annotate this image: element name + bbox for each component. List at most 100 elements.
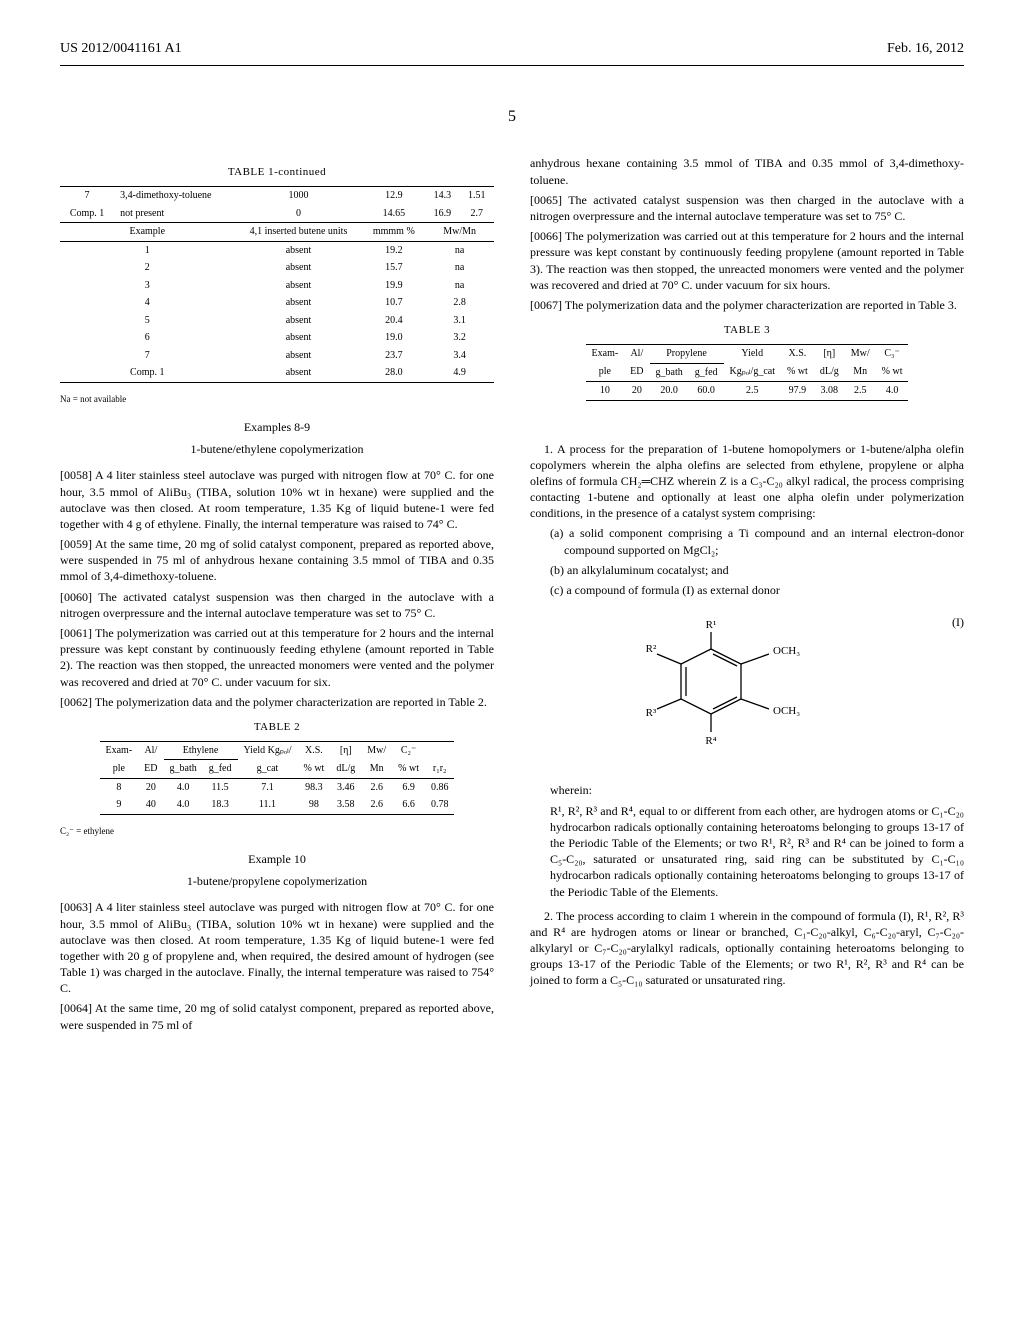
table-row: 8204.011.57.198.33.462.66.90.86	[100, 778, 455, 796]
page-number: 5	[60, 106, 964, 128]
t2-h: ED	[138, 760, 163, 779]
two-column-layout: TABLE 1-continued 7 3,4-dimethoxy-toluen…	[60, 155, 964, 1036]
t1c-cell: 1000	[235, 187, 363, 205]
t2-h: % wt	[298, 760, 331, 779]
para-0058: [0058] A 4 liter stainless steel autocla…	[60, 467, 494, 532]
t1c-cell: 16.9	[425, 205, 459, 223]
table-row: 6absent19.03.2	[60, 329, 494, 347]
table-row: 7absent23.73.4	[60, 347, 494, 365]
t3-h: ple	[586, 363, 625, 382]
t2-h: Mw/	[361, 741, 392, 760]
claim-1: 1. A process for the preparation of 1-bu…	[530, 441, 964, 522]
claim-1b: (b) an alkylaluminum cocatalyst; and	[550, 562, 964, 578]
table-row: 5absent20.43.1	[60, 312, 494, 330]
para-0062: [0062] The polymerization data and the p…	[60, 694, 494, 710]
t3-h: % wt	[781, 363, 814, 382]
t2-h: g_fed	[203, 760, 238, 779]
t2-h: ple	[100, 760, 139, 779]
t3-h: Exam-	[586, 345, 625, 364]
table-2: Exam-Al/EthyleneYield Kgₚₒₗ/X.S.[η]Mw/C₂…	[100, 741, 455, 819]
table-row: 3absent19.9na	[60, 277, 494, 295]
t2-h: [η]	[330, 741, 361, 760]
t2-h: Al/	[138, 741, 163, 760]
table-row: 102020.060.02.597.93.082.54.0	[586, 382, 909, 401]
t1c-cell: Comp. 1	[60, 205, 114, 223]
t2-h: Yield Kgₚₒₗ/	[238, 741, 298, 760]
t1c-cell: 12.9	[362, 187, 425, 205]
t1c-cell: 2.7	[460, 205, 494, 223]
label-r1: R¹	[706, 619, 717, 631]
para-0060: [0060] The activated catalyst suspension…	[60, 589, 494, 621]
para-0064-cont: anhydrous hexane containing 3.5 mmol of …	[530, 155, 964, 187]
table1c-footnote: Na = not available	[60, 393, 494, 405]
left-column: TABLE 1-continued 7 3,4-dimethoxy-toluen…	[60, 155, 494, 1036]
page-header: US 2012/0041161 A1 Feb. 16, 2012	[60, 40, 964, 59]
example-10-heading: Example 10	[60, 851, 494, 867]
table2-footnote: C₂⁻ = ethylene	[60, 825, 494, 837]
t3-h: Mw/	[845, 345, 876, 364]
para-0065: [0065] The activated catalyst suspension…	[530, 192, 964, 224]
chemical-structure-icon: R¹ R² R³ R⁴ OCH₃ OCH₃	[530, 614, 964, 768]
claim-1-wherein: wherein:	[550, 782, 964, 798]
publication-date: Feb. 16, 2012	[887, 40, 964, 59]
t2-h: % wt	[392, 760, 425, 779]
label-r4: R⁴	[705, 735, 716, 747]
table-1-continued: 7 3,4-dimethoxy-toluene 1000 12.9 14.3 1…	[60, 186, 494, 387]
examples-8-9-heading: Examples 8-9	[60, 419, 494, 435]
t3-h: Al/	[624, 345, 649, 364]
t2-h: g_cat	[238, 760, 298, 779]
table-3: Exam-Al/PropyleneYieldX.S.[η]Mw/C₃⁻ pleE…	[586, 344, 909, 405]
t1c-cell: 0	[235, 205, 363, 223]
t3-h: X.S.	[781, 345, 814, 364]
header-rule	[60, 65, 964, 66]
t2-h: g_bath	[164, 760, 203, 779]
t1c-cell: 14.65	[362, 205, 425, 223]
t3-h: Propylene	[650, 345, 724, 364]
t3-h: C₃⁻	[876, 345, 909, 364]
para-0061: [0061] The polymerization was carried ou…	[60, 625, 494, 690]
t3-h: ED	[624, 363, 649, 382]
t2-h: Ethylene	[164, 741, 238, 760]
table-row: 4absent10.72.8	[60, 294, 494, 312]
label-r2: R²	[646, 643, 657, 655]
t2-h	[425, 741, 455, 760]
t1c-cell: 3,4-dimethoxy-toluene	[114, 187, 234, 205]
t3-h: [η]	[814, 345, 845, 364]
para-0066: [0066] The polymerization was carried ou…	[530, 228, 964, 293]
table2-title: TABLE 2	[60, 720, 494, 735]
t2-h: Exam-	[100, 741, 139, 760]
formula-label: (I)	[952, 614, 964, 630]
table1c-title: TABLE 1-continued	[60, 165, 494, 180]
table3-title: TABLE 3	[530, 323, 964, 338]
table-row: Comp. 1absent28.04.9	[60, 364, 494, 382]
para-0059: [0059] At the same time, 20 mg of solid …	[60, 536, 494, 585]
example-10-sub: 1-butene/propylene copolymerization	[60, 873, 494, 889]
t1c-cell: 14.3	[425, 187, 459, 205]
t3-h: Kgₚₒₗ/g_cat	[724, 363, 781, 382]
label-och3-b: OCH₃	[773, 705, 800, 717]
publication-number: US 2012/0041161 A1	[60, 40, 182, 59]
t1c-h: Mw/Mn	[425, 223, 494, 242]
t1c-h: mmmm %	[362, 223, 425, 242]
t2-h: C₂⁻	[392, 741, 425, 760]
t2-h: r₁r₂	[425, 760, 455, 779]
para-0063: [0063] A 4 liter stainless steel autocla…	[60, 899, 494, 996]
t2-h: dL/g	[330, 760, 361, 779]
t2-h: X.S.	[298, 741, 331, 760]
t3-h: g_bath	[650, 363, 689, 382]
claim-1c: (c) a compound of formula (I) as externa…	[550, 582, 964, 598]
para-0064: [0064] At the same time, 20 mg of solid …	[60, 1000, 494, 1032]
table-row: 1absent19.2na	[60, 241, 494, 259]
t3-h: Yield	[724, 345, 781, 364]
label-och3-a: OCH₃	[773, 645, 800, 657]
right-column: anhydrous hexane containing 3.5 mmol of …	[530, 155, 964, 1036]
t3-h: % wt	[876, 363, 909, 382]
claim-2: 2. The process according to claim 1 wher…	[530, 908, 964, 989]
table-row: 9404.018.311.1983.582.66.60.78	[100, 796, 455, 814]
t3-h: g_fed	[689, 363, 724, 382]
table-row: 2absent15.7na	[60, 259, 494, 277]
claim-1a: (a) a solid component comprising a Ti co…	[550, 525, 964, 557]
examples-8-9-sub: 1-butene/ethylene copolymerization	[60, 441, 494, 457]
t1c-cell: 1.51	[460, 187, 494, 205]
t3-h: Mn	[845, 363, 876, 382]
